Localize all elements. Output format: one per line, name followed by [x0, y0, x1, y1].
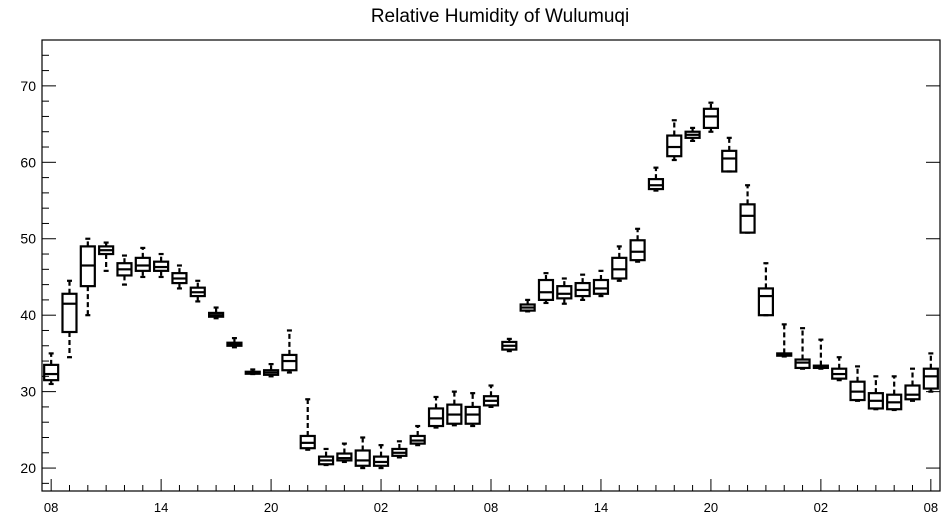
box-iqr	[427, 407, 445, 428]
box-item	[281, 329, 298, 374]
x-tick-label: 20	[264, 500, 278, 515]
box-iqr	[537, 278, 555, 301]
box-item	[867, 375, 884, 411]
x-tick-label: 14	[594, 500, 608, 515]
box-item	[537, 272, 555, 305]
x-tick-label: 08	[924, 500, 938, 515]
box-iqr	[43, 363, 60, 382]
box-item	[153, 252, 170, 279]
box-item	[922, 352, 939, 393]
box-item	[886, 375, 903, 412]
box-item	[776, 323, 793, 358]
y-axis: 20 30 40 50 60 70	[20, 54, 940, 484]
box-item	[501, 337, 518, 353]
x-tick-label: 20	[704, 500, 718, 515]
box-item	[647, 166, 665, 192]
box-item	[262, 363, 280, 378]
box-iqr	[794, 358, 811, 370]
x-tick-label: 02	[374, 500, 388, 515]
box-item	[134, 246, 151, 279]
box-item	[482, 384, 500, 409]
x-tick-label: 14	[154, 500, 168, 515]
box-iqr	[647, 178, 665, 191]
box-item	[519, 298, 536, 313]
chart-title: Relative Humidity of Wulumuqi	[371, 6, 629, 27]
box-item	[391, 440, 408, 459]
box-item	[317, 447, 335, 467]
box-series	[43, 101, 939, 470]
box-item	[116, 254, 133, 286]
box-item	[629, 227, 646, 263]
box-item	[354, 436, 371, 470]
box-item	[299, 398, 316, 451]
box-item	[171, 264, 188, 290]
box-item	[574, 273, 591, 301]
box-item	[98, 241, 115, 272]
y-tick-label: 50	[20, 231, 36, 247]
box-item	[831, 356, 848, 382]
y-tick-label: 70	[20, 78, 36, 94]
box-iqr	[629, 239, 646, 262]
y-tick-label: 30	[20, 384, 36, 400]
box-iqr	[592, 278, 610, 295]
box-item	[189, 279, 206, 303]
x-axis: 08 14 20 02 08 14 20 02 08	[44, 479, 938, 515]
box-iqr	[721, 149, 738, 173]
x-tick-label: 02	[814, 500, 828, 515]
box-item	[79, 237, 96, 317]
box-iqr	[281, 353, 298, 372]
box-iqr	[666, 134, 683, 158]
x-tick-label: 08	[44, 500, 58, 515]
box-item	[372, 444, 390, 470]
y-tick-label: 40	[20, 307, 36, 323]
box-item	[702, 101, 720, 133]
box-item	[208, 306, 225, 320]
box-item	[464, 392, 481, 428]
box-iqr	[739, 203, 756, 234]
box-iqr	[922, 367, 939, 390]
box-item	[226, 337, 243, 349]
box-iqr	[757, 287, 774, 317]
box-iqr	[354, 449, 371, 467]
box-item	[592, 269, 610, 298]
box-iqr	[611, 256, 628, 280]
box-item	[684, 126, 701, 143]
box-item	[244, 368, 261, 376]
y-tick-label: 60	[20, 154, 36, 170]
box-iqr	[336, 452, 353, 462]
box-iqr	[61, 292, 78, 334]
box-iqr	[556, 285, 573, 300]
box-iqr	[702, 107, 720, 130]
box-item	[757, 262, 774, 317]
box-item	[611, 245, 628, 282]
box-item	[61, 279, 78, 359]
box-item	[904, 367, 921, 402]
y-tick-label: 20	[20, 460, 36, 476]
box-item	[556, 277, 573, 305]
plot-frame	[41, 39, 941, 492]
box-item	[849, 365, 866, 402]
box-item	[446, 390, 463, 427]
box-iqr	[134, 256, 151, 272]
box-item	[721, 136, 738, 173]
x-tick-label: 08	[484, 500, 498, 515]
box-item	[409, 424, 426, 447]
box-item	[427, 395, 445, 429]
box-item	[666, 119, 683, 162]
box-item	[336, 442, 353, 464]
box-item	[812, 338, 829, 370]
box-item	[794, 327, 811, 370]
box-iqr	[904, 384, 921, 401]
box-item	[43, 352, 60, 386]
box-item	[739, 184, 756, 234]
